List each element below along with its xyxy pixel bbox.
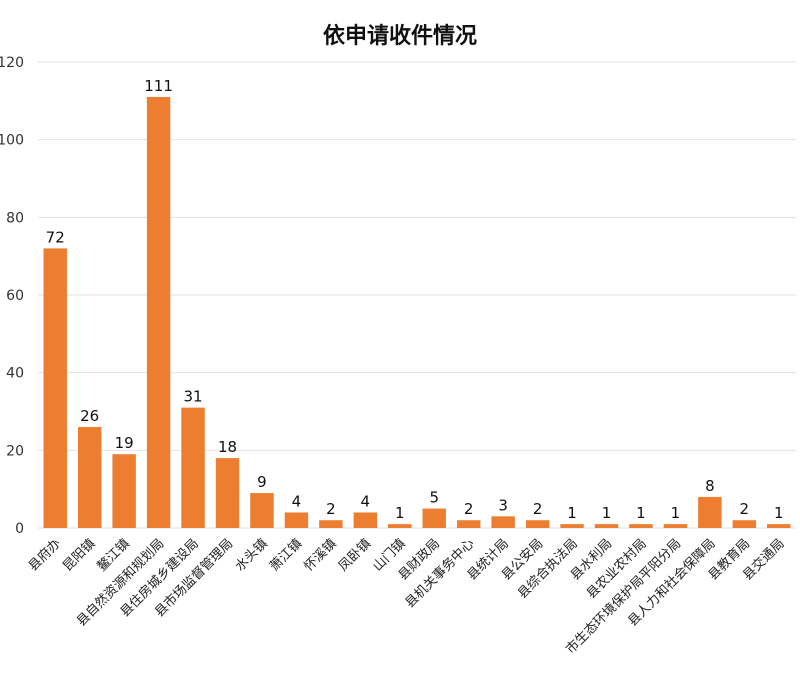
y-axis-ticks: 0 20 40 60 80 100 120 — [0, 55, 24, 537]
data-label: 26 — [80, 407, 99, 425]
y-tick-label: 40 — [6, 366, 24, 382]
bar-10 — [388, 524, 412, 528]
x-tick-label: 县府办 — [26, 536, 64, 574]
y-tick-label: 60 — [6, 288, 24, 304]
bar-3 — [146, 96, 171, 528]
chart-title: 依申请收件情况 — [322, 24, 477, 49]
data-label: 1 — [567, 504, 577, 522]
bar-11 — [422, 508, 446, 528]
y-tick-label: 100 — [0, 133, 24, 149]
bar-21 — [767, 524, 791, 528]
bar-19 — [698, 496, 722, 528]
data-label: 4 — [361, 492, 371, 510]
data-label: 2 — [326, 500, 336, 518]
data-label: 31 — [183, 388, 202, 406]
data-label: 2 — [740, 500, 750, 518]
bar-0 — [43, 248, 67, 528]
bar-17 — [629, 524, 653, 528]
bar-8 — [319, 520, 343, 528]
x-axis-labels: 县府办昆阳镇鳌江镇县自然资源和规划局县住房城乡建设局县市场监督管理局水头镇萧江镇… — [26, 536, 788, 658]
bar-16 — [594, 524, 619, 528]
bar-1 — [77, 427, 102, 528]
data-label: 18 — [218, 438, 237, 456]
x-tick-label: 昆阳镇 — [60, 536, 98, 574]
data-label: 19 — [115, 434, 134, 452]
bars — [43, 96, 791, 528]
y-tick-label: 20 — [6, 443, 24, 459]
x-tick-label: 萧江镇 — [267, 536, 305, 574]
bar-18 — [663, 524, 688, 528]
bar-13 — [491, 516, 515, 528]
data-label: 72 — [46, 228, 65, 246]
y-tick-label: 80 — [6, 210, 24, 226]
data-label: 1 — [636, 504, 646, 522]
y-tick-label: 0 — [15, 521, 24, 537]
data-label: 9 — [257, 473, 267, 491]
data-label: 2 — [464, 500, 474, 518]
data-label: 2 — [533, 500, 543, 518]
data-label: 111 — [144, 77, 173, 95]
x-tick-label: 凤卧镇 — [336, 536, 374, 574]
bar-6 — [250, 493, 274, 528]
bar-5 — [215, 458, 240, 528]
data-label: 3 — [498, 496, 508, 514]
bar-12 — [456, 520, 481, 528]
data-label: 1 — [671, 504, 681, 522]
data-label: 5 — [429, 489, 439, 507]
data-label: 1 — [774, 504, 784, 522]
data-label: 4 — [292, 492, 302, 510]
data-label: 1 — [395, 504, 405, 522]
bar-20 — [732, 520, 757, 528]
bar-14 — [525, 520, 550, 528]
data-label: 8 — [705, 477, 715, 495]
bar-9 — [353, 512, 378, 528]
bar-15 — [560, 524, 584, 528]
bar-2 — [112, 454, 136, 528]
bar-4 — [181, 407, 205, 528]
bar-7 — [284, 512, 309, 528]
y-tick-label: 120 — [0, 55, 24, 71]
x-tick-label: 水头镇 — [233, 536, 271, 574]
data-label: 1 — [602, 504, 612, 522]
x-tick-label: 怀溪镇 — [301, 536, 339, 574]
